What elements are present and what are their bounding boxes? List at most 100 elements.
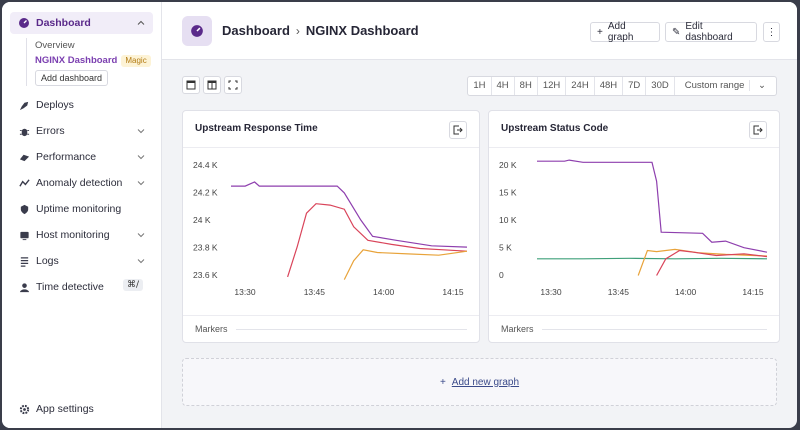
uptime-icon [18, 203, 30, 215]
divider [183, 147, 479, 148]
more-options-button[interactable]: ⋮ [763, 22, 780, 42]
detective-icon [18, 281, 30, 293]
dashboard-submenu: Overview NGINX Dashboard Magic Add dashbo… [26, 38, 161, 86]
export-icon[interactable] [449, 121, 467, 139]
sidebar-item-logs[interactable]: Logs [10, 250, 153, 272]
sidebar-item-time-detective[interactable]: Time detective ⌘/ [10, 276, 153, 298]
sidebar-item-label: Deploys [36, 99, 74, 111]
range-7d[interactable]: 7D [623, 77, 647, 95]
series-line-2 [343, 249, 468, 280]
sidebar-item-performance[interactable]: Performance [10, 146, 153, 168]
fullscreen-icon[interactable] [224, 76, 242, 94]
layout-columns-icon[interactable] [203, 76, 221, 94]
sidebar-item-errors[interactable]: Errors [10, 120, 153, 142]
add-graph-label: Add graph [607, 21, 634, 43]
x-tick-label: 13:45 [304, 287, 326, 297]
x-tick-label: 13:30 [540, 287, 562, 297]
range-12h[interactable]: 12H [538, 77, 567, 95]
sidebar-item-label: Host monitoring [36, 229, 110, 241]
markers-row: Markers [195, 324, 467, 334]
edit-icon: ✎ [672, 26, 681, 38]
sidebar-item-label: Logs [36, 255, 59, 267]
custom-range-dropdown[interactable]: Custom range ⌄ [675, 77, 776, 95]
add-graph-button[interactable]: + Add graph [590, 21, 660, 43]
chevron-down-icon[interactable] [137, 153, 145, 161]
anomaly-icon [18, 177, 30, 189]
app-settings-section: App settings [2, 398, 161, 420]
sidebar-item-anomaly-detection[interactable]: Anomaly detection [10, 172, 153, 194]
sub-item-nginx[interactable]: NGINX Dashboard Magic [35, 53, 161, 68]
performance-icon [18, 151, 30, 163]
chart-card-status-code: Upstream Status Code 20 K 15 K 10 K 5 K 0 13:… [488, 110, 780, 343]
chevron-down-icon[interactable] [137, 127, 145, 135]
markers-label: Markers [195, 324, 228, 334]
chevron-down-icon[interactable] [137, 257, 145, 265]
gear-icon [18, 403, 30, 415]
sidebar-item-label: Time detective [36, 281, 104, 293]
divider [183, 315, 479, 316]
y-tick-label: 20 K [499, 160, 517, 170]
sidebar-item-uptime-monitoring[interactable]: Uptime monitoring [10, 198, 153, 220]
range-1h[interactable]: 1H [468, 77, 492, 95]
magic-badge: Magic [121, 55, 151, 67]
sidebar-item-deploys[interactable]: Deploys [10, 94, 153, 116]
sidebar-item-host-monitoring[interactable]: Host monitoring [10, 224, 153, 246]
plus-icon: + [597, 26, 603, 38]
chevron-down-icon[interactable] [137, 231, 145, 239]
response-time-chart: 24.4 K 24.2 K 24 K 23.8 K 23.6 K 13:30 13:45 14… [193, 160, 468, 297]
range-48h[interactable]: 48H [595, 77, 624, 95]
status-code-chart: 20 K 15 K 10 K 5 K 0 13:30 13:45 14:00 14:15 [499, 159, 768, 297]
x-tick-label: 14:00 [675, 287, 697, 297]
markers-label: Markers [501, 324, 534, 334]
chevron-down-icon[interactable] [137, 179, 145, 187]
sidebar-item-app-settings[interactable]: App settings [10, 398, 153, 420]
sidebar-item-label: App settings [36, 403, 94, 415]
sidebar-item-label: Performance [36, 151, 97, 163]
range-24h[interactable]: 24H [566, 77, 595, 95]
main-area: Dashboard › NGINX Dashboard + Add graph … [162, 2, 797, 428]
add-new-graph-link[interactable]: Add new graph [451, 376, 520, 388]
edit-dashboard-label: Edit dashboard [685, 21, 733, 43]
chevron-up-icon[interactable] [137, 19, 145, 27]
range-4h[interactable]: 4H [492, 77, 515, 95]
series-line-1 [537, 257, 768, 260]
sidebar-item-dashboard[interactable]: Dashboard [10, 12, 153, 34]
x-tick-label: 13:45 [608, 287, 630, 297]
markers-row: Markers [501, 324, 767, 334]
breadcrumb-separator: › [295, 23, 300, 38]
page-title: NGINX Dashboard [305, 23, 419, 38]
y-tick-label: 24.2 K [193, 188, 218, 198]
add-dashboard-button[interactable]: Add dashboard [35, 70, 109, 86]
sidebar-item-label: Anomaly detection [36, 177, 123, 189]
series-line-1 [287, 203, 468, 278]
export-icon[interactable] [749, 121, 767, 139]
divider [489, 315, 779, 316]
layout-single-icon[interactable] [182, 76, 200, 94]
series-line-0 [231, 181, 468, 248]
shortcut-badge: ⌘/ [122, 279, 143, 291]
dashboard-logo-icon [182, 15, 212, 46]
logs-icon [18, 255, 30, 267]
range-8h[interactable]: 8H [515, 77, 538, 95]
x-tick-label: 14:15 [442, 287, 464, 297]
bug-icon [18, 125, 30, 137]
sidebar-item-label: Dashboard [36, 17, 91, 29]
sub-item-overview[interactable]: Overview [35, 40, 75, 51]
y-tick-label: 15 K [499, 188, 517, 198]
rocket-icon [18, 99, 30, 111]
custom-range-label: Custom range [679, 80, 751, 91]
gauge-icon [18, 17, 30, 29]
y-tick-label: 10 K [499, 215, 517, 225]
host-icon [18, 229, 30, 241]
x-tick-label: 14:15 [742, 287, 764, 297]
divider [489, 147, 779, 148]
sub-item-label: NGINX Dashboard [35, 55, 118, 66]
edit-dashboard-button[interactable]: ✎ Edit dashboard [665, 21, 757, 43]
add-new-graph-area[interactable]: + Add new graph [182, 358, 777, 406]
y-tick-label: 24 K [193, 215, 211, 225]
breadcrumb-dashboard[interactable]: Dashboard [222, 23, 290, 38]
range-30d[interactable]: 30D [646, 77, 675, 95]
y-tick-label: 23.8 K [193, 243, 218, 253]
